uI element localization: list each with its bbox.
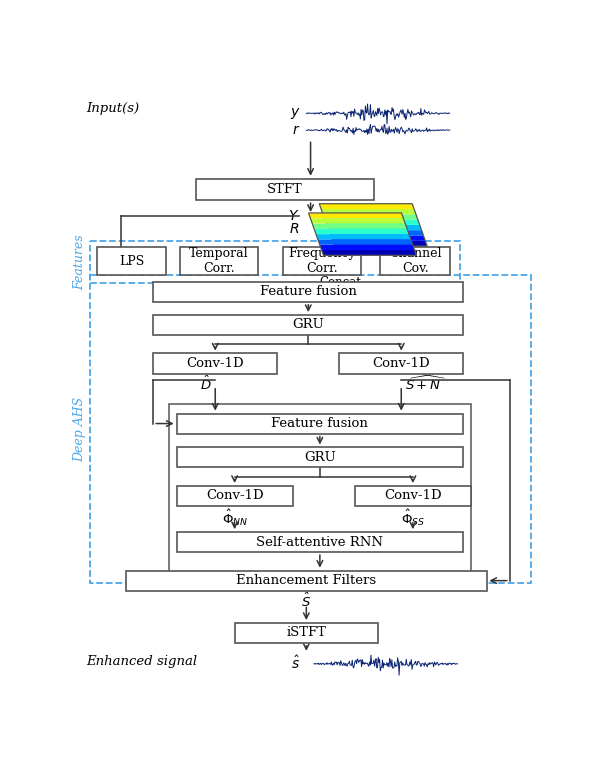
Text: Conv-1D: Conv-1D bbox=[373, 357, 430, 370]
Text: Channel
Cov.: Channel Cov. bbox=[389, 247, 441, 275]
Polygon shape bbox=[310, 219, 405, 224]
Bar bbox=[90, 241, 460, 283]
Text: $y$: $y$ bbox=[290, 105, 301, 121]
Bar bbox=[176, 413, 463, 433]
Text: Feature fusion: Feature fusion bbox=[271, 417, 368, 430]
Text: Features: Features bbox=[73, 234, 87, 290]
Polygon shape bbox=[327, 225, 422, 230]
Text: Deep AHS: Deep AHS bbox=[73, 397, 87, 461]
Text: GRU: GRU bbox=[292, 319, 324, 332]
Text: Feature fusion: Feature fusion bbox=[260, 286, 357, 299]
Text: iSTFT: iSTFT bbox=[287, 626, 326, 639]
Text: Enhancement Filters: Enhancement Filters bbox=[236, 574, 376, 587]
Polygon shape bbox=[330, 235, 425, 241]
Bar bbox=[355, 486, 471, 506]
Bar bbox=[235, 623, 378, 643]
Text: Input(s): Input(s) bbox=[87, 102, 140, 115]
Bar bbox=[176, 486, 293, 506]
Polygon shape bbox=[308, 213, 404, 219]
Text: $\widehat{S+N}$: $\widehat{S+N}$ bbox=[405, 375, 446, 393]
Text: $\hat{\Phi}_{NN}$: $\hat{\Phi}_{NN}$ bbox=[222, 507, 248, 528]
Text: Enhanced signal: Enhanced signal bbox=[87, 655, 198, 668]
Bar bbox=[176, 532, 463, 552]
Polygon shape bbox=[328, 230, 424, 235]
Polygon shape bbox=[325, 219, 420, 225]
Text: Conv-1D: Conv-1D bbox=[384, 490, 442, 503]
Text: GRU: GRU bbox=[304, 451, 336, 464]
Text: $r$: $r$ bbox=[292, 123, 301, 138]
Bar bbox=[168, 403, 471, 578]
Bar bbox=[153, 354, 278, 374]
Text: STFT: STFT bbox=[267, 183, 303, 196]
Polygon shape bbox=[321, 209, 416, 215]
Text: $\hat{\Phi}_{SS}$: $\hat{\Phi}_{SS}$ bbox=[401, 507, 425, 528]
Text: $R$: $R$ bbox=[288, 222, 299, 236]
Bar bbox=[153, 282, 463, 302]
Text: Concat.: Concat. bbox=[320, 276, 365, 289]
Text: $\hat{D}$: $\hat{D}$ bbox=[200, 375, 211, 393]
Bar bbox=[284, 248, 361, 275]
Polygon shape bbox=[322, 250, 416, 255]
Bar bbox=[90, 275, 531, 583]
Text: $\hat{S}$: $\hat{S}$ bbox=[301, 592, 311, 610]
Bar bbox=[126, 571, 487, 591]
Bar bbox=[98, 248, 165, 275]
Polygon shape bbox=[312, 224, 407, 229]
Bar bbox=[339, 354, 463, 374]
Text: Temporal
Corr.: Temporal Corr. bbox=[189, 247, 249, 275]
Bar bbox=[176, 448, 463, 468]
Bar bbox=[181, 248, 258, 275]
Polygon shape bbox=[319, 204, 414, 209]
Text: LPS: LPS bbox=[119, 254, 144, 267]
Bar bbox=[196, 179, 374, 200]
Bar bbox=[153, 315, 463, 335]
Polygon shape bbox=[323, 215, 418, 219]
Bar bbox=[381, 248, 450, 275]
Text: Frequency
Corr.: Frequency Corr. bbox=[288, 247, 356, 275]
Text: Conv-1D: Conv-1D bbox=[206, 490, 264, 503]
Text: $Y$: $Y$ bbox=[288, 209, 299, 223]
Polygon shape bbox=[314, 229, 409, 234]
Polygon shape bbox=[320, 244, 415, 250]
Text: Conv-1D: Conv-1D bbox=[187, 357, 244, 370]
Polygon shape bbox=[316, 234, 411, 239]
Polygon shape bbox=[318, 239, 413, 244]
Text: $\hat{s}$: $\hat{s}$ bbox=[291, 656, 301, 672]
Polygon shape bbox=[332, 241, 427, 246]
Text: Self-attentive RNN: Self-attentive RNN bbox=[256, 536, 384, 549]
